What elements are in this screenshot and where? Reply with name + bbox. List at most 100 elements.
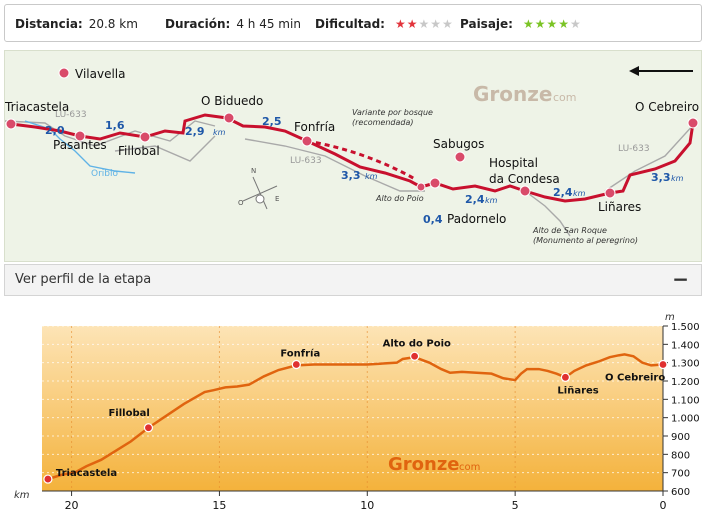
y-tick-label: 600: [671, 487, 690, 498]
place-dot-vilavella[interactable]: [58, 67, 70, 79]
compass-east-label: E: [275, 195, 279, 203]
map-canvas: Triacastela Pasantes Fillobal O Biduedo …: [5, 66, 699, 245]
place-dot-triacastela[interactable]: [5, 118, 17, 130]
star-icon: ★: [546, 17, 559, 31]
segment-distance: 3,3: [651, 171, 671, 184]
y-tick-label: 1.100: [671, 395, 700, 406]
watermark-logo: Gronze com: [473, 82, 577, 106]
segment-distance: 2,4: [553, 186, 573, 199]
variant-route: [306, 139, 416, 181]
road-label-lu633: LU-633: [290, 156, 322, 166]
x-axis-unit: km: [14, 490, 30, 501]
star-icon: ★: [394, 17, 407, 31]
segment-distance: 1,6: [105, 119, 125, 132]
star-icon: ★: [418, 17, 431, 31]
landscape-stat: Paisaje: ★★★★★: [460, 17, 582, 31]
place-dot-padornelo[interactable]: [429, 177, 441, 189]
duration-stat: Duración: 4 h 45 min: [165, 17, 301, 31]
place-dot-alto-do-poio[interactable]: [416, 182, 426, 192]
secondary-road: [604, 122, 696, 192]
landscape-rating: ★★★★★: [523, 17, 582, 31]
difficulty-stat: Dificultad: ★★★★★: [315, 17, 454, 31]
label-triacastela: Triacastela: [5, 100, 69, 114]
label-vilavella: Vilavella: [75, 67, 125, 81]
km-unit: km: [485, 196, 498, 205]
distance-label: Distancia:: [15, 17, 83, 31]
secondary-road: [244, 138, 425, 192]
label-da-condesa: da Condesa: [489, 172, 560, 186]
y-tick-label: 700: [671, 469, 690, 480]
waypoint-marker: [560, 372, 571, 382]
km-unit: km: [365, 172, 378, 181]
landscape-label: Paisaje:: [460, 17, 513, 31]
road-label-lu633: LU-633: [55, 110, 87, 120]
star-icon: ★: [430, 17, 443, 31]
route-map[interactable]: Triacastela Pasantes Fillobal O Biduedo …: [4, 50, 702, 262]
waypoint-label: Fillobal: [108, 408, 149, 419]
label-hospital: Hospital: [489, 156, 538, 170]
direction-arrow-icon: [629, 66, 693, 76]
difficulty-label: Dificultad:: [315, 17, 385, 31]
waypoint-marker: [291, 359, 301, 370]
profile-toggle-bar[interactable]: Ver perfil de la etapa −: [4, 264, 702, 296]
waypoint-marker: [43, 474, 53, 484]
place-dot-pasantes[interactable]: [74, 130, 86, 142]
y-axis-unit: m: [665, 312, 675, 323]
star-icon: ★: [558, 17, 571, 31]
km-unit: km: [671, 174, 684, 183]
compass-west-label: O: [238, 199, 244, 207]
x-tick-label: 0: [660, 499, 667, 512]
waypoint-marker: [410, 351, 420, 361]
y-tick-label: 1.000: [671, 414, 700, 425]
waypoint-label: O Cebreiro: [605, 373, 665, 384]
distance-stat: Distancia: 20.8 km: [15, 17, 138, 31]
star-icon: ★: [534, 17, 547, 31]
label-padornelo: Padornelo: [447, 212, 506, 226]
route-stats-bar: Distancia: 20.8 km Duración: 4 h 45 min Di…: [4, 4, 702, 42]
distance-value: 20.8 km: [88, 17, 138, 31]
y-tick-label: 900: [671, 432, 690, 443]
segment-distance: 2,4: [465, 193, 485, 206]
compass-north-label: N: [251, 167, 256, 175]
variant-label: Variante por bosque: [352, 108, 433, 117]
y-tick-label: 800: [671, 450, 690, 461]
place-dot-o-cebreiro[interactable]: [687, 117, 699, 129]
label-sabugos: Sabugos: [433, 137, 484, 151]
y-tick-label: 1.200: [671, 377, 700, 388]
segment-distance: 2,5: [262, 115, 282, 128]
svg-text:Gronze: Gronze: [388, 454, 460, 475]
segment-distance: 2,0: [45, 124, 65, 137]
star-icon: ★: [442, 17, 454, 31]
duration-label: Duración:: [165, 17, 231, 31]
river-label: Oribio: [91, 169, 118, 179]
place-dot-o-biduedo[interactable]: [223, 112, 235, 124]
x-tick-label: 10: [360, 499, 374, 512]
place-dot-sabugos[interactable]: [454, 151, 466, 163]
compass-rose-icon: [242, 176, 278, 210]
secondary-road: [524, 190, 571, 237]
alto-do-poio-label: Alto do Poio: [375, 194, 424, 203]
secondary-road: [5, 120, 216, 147]
road-label-lu633: LU-633: [618, 144, 650, 154]
segment-distance: 2,9: [185, 125, 205, 138]
segment-distance: 0,4: [423, 213, 443, 226]
collapse-icon[interactable]: −: [672, 267, 689, 291]
place-dot-fonfria[interactable]: [301, 135, 313, 147]
place-dot-fillobal[interactable]: [139, 131, 151, 143]
variant-label: (recomendada): [352, 118, 414, 127]
waypoint-marker: [658, 359, 668, 370]
x-tick-label: 5: [512, 499, 519, 512]
km-unit: km: [573, 189, 586, 198]
alto-san-roque-label: Alto de San Roque: [532, 226, 607, 235]
place-dot-hospital[interactable]: [519, 185, 531, 197]
star-icon: ★: [522, 17, 535, 31]
waypoint-label: Triacastela: [56, 468, 117, 479]
difficulty-rating: ★★★★★: [395, 17, 454, 31]
svg-text:Gronze: Gronze: [473, 82, 552, 106]
label-linares: Liñares: [598, 200, 641, 214]
waypoint-label: Alto do Poio: [383, 338, 451, 349]
star-icon: ★: [570, 17, 582, 31]
svg-text:com: com: [459, 462, 480, 473]
place-dot-linares[interactable]: [604, 187, 616, 199]
segment-distance: 3,3: [341, 169, 361, 182]
